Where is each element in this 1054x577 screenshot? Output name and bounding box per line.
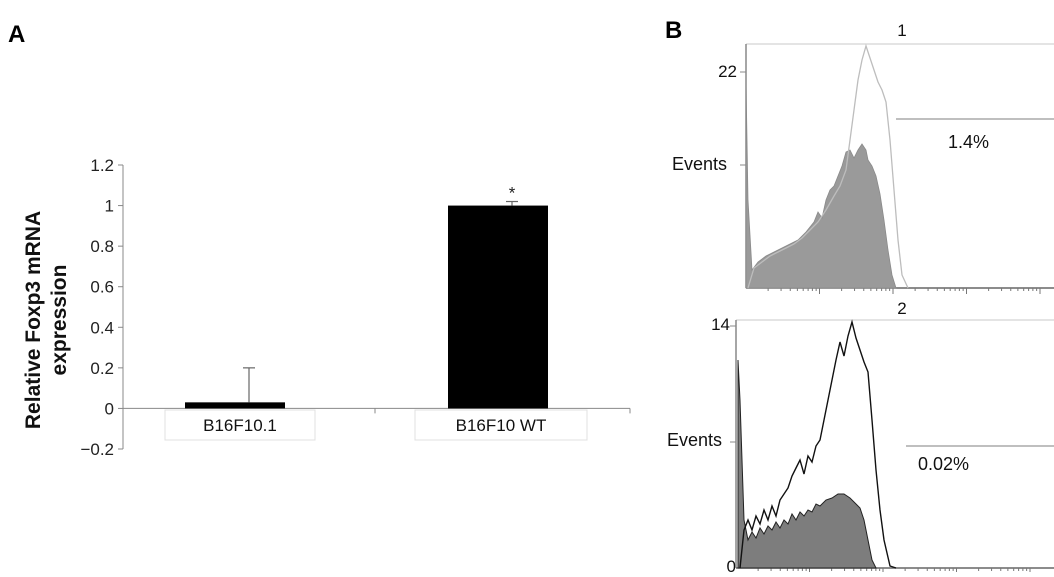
bar-y-tick-label: 0	[105, 399, 114, 418]
bar-1	[185, 402, 285, 409]
histogram-1-outline-curve	[747, 43, 909, 289]
histogram-1-x-ticks	[767, 288, 1041, 294]
bar-y-tick-label: 1.2	[90, 156, 114, 175]
bar-y-tick-label: 1	[105, 197, 114, 216]
bar-y-tick-label: 0.8	[90, 237, 114, 256]
panel-b-letter: B	[665, 17, 682, 44]
histogram-2-ylabel: Events	[667, 430, 722, 450]
bar-y-tick-label: 0.4	[90, 318, 114, 337]
category-label-2: B16F10 WT	[456, 416, 547, 435]
histogram-1-ylabel: Events	[672, 154, 727, 174]
histogram-2-ymin-label: 0	[727, 557, 736, 572]
histogram-2-title: 2	[897, 299, 906, 318]
significance-marker-2: *	[509, 184, 516, 203]
histogram-2-ymax-label: 14	[711, 315, 730, 334]
histogram-2: 2 14 Events 0 0.02%	[667, 299, 1054, 576]
histogram-2-gate-label: 0.02%	[918, 454, 969, 474]
category-label-1: B16F10.1	[203, 416, 277, 435]
bar-y-axis: 1.2 1 0.8 0.6 0.4 0.2 0 −0.2	[80, 156, 124, 459]
bar-y-tick-label: 0.6	[90, 278, 114, 297]
histogram-1-title: 1	[897, 21, 906, 40]
bar-chart: Relative Foxp3 mRNA expression 1.2 1 0.8 0.…	[22, 156, 631, 459]
histogram-1-filled-area	[745, 79, 897, 289]
bar-ylabel-line2: expression	[48, 265, 71, 376]
histogram-1-ymax-label: 22	[718, 62, 737, 81]
category-box-1	[164, 409, 316, 441]
histogram-1-gate-label: 1.4%	[948, 132, 989, 152]
histogram-2-filled-area	[737, 359, 877, 569]
category-box-2	[414, 409, 588, 441]
bar-series: *	[185, 184, 548, 409]
bar-2	[448, 205, 548, 409]
histogram-1: 1 22 Events 1.4%	[672, 21, 1054, 294]
histogram-2-outline-curve	[739, 319, 897, 569]
bar-categories: B16F10.1 B16F10 WT	[164, 409, 588, 441]
bar-ylabel-line1: Relative Foxp3 mRNA	[22, 211, 45, 429]
panel-a-letter: A	[8, 21, 25, 48]
bar-y-tick-label: 0.2	[90, 359, 114, 378]
bar-y-tick-label: −0.2	[80, 440, 114, 459]
